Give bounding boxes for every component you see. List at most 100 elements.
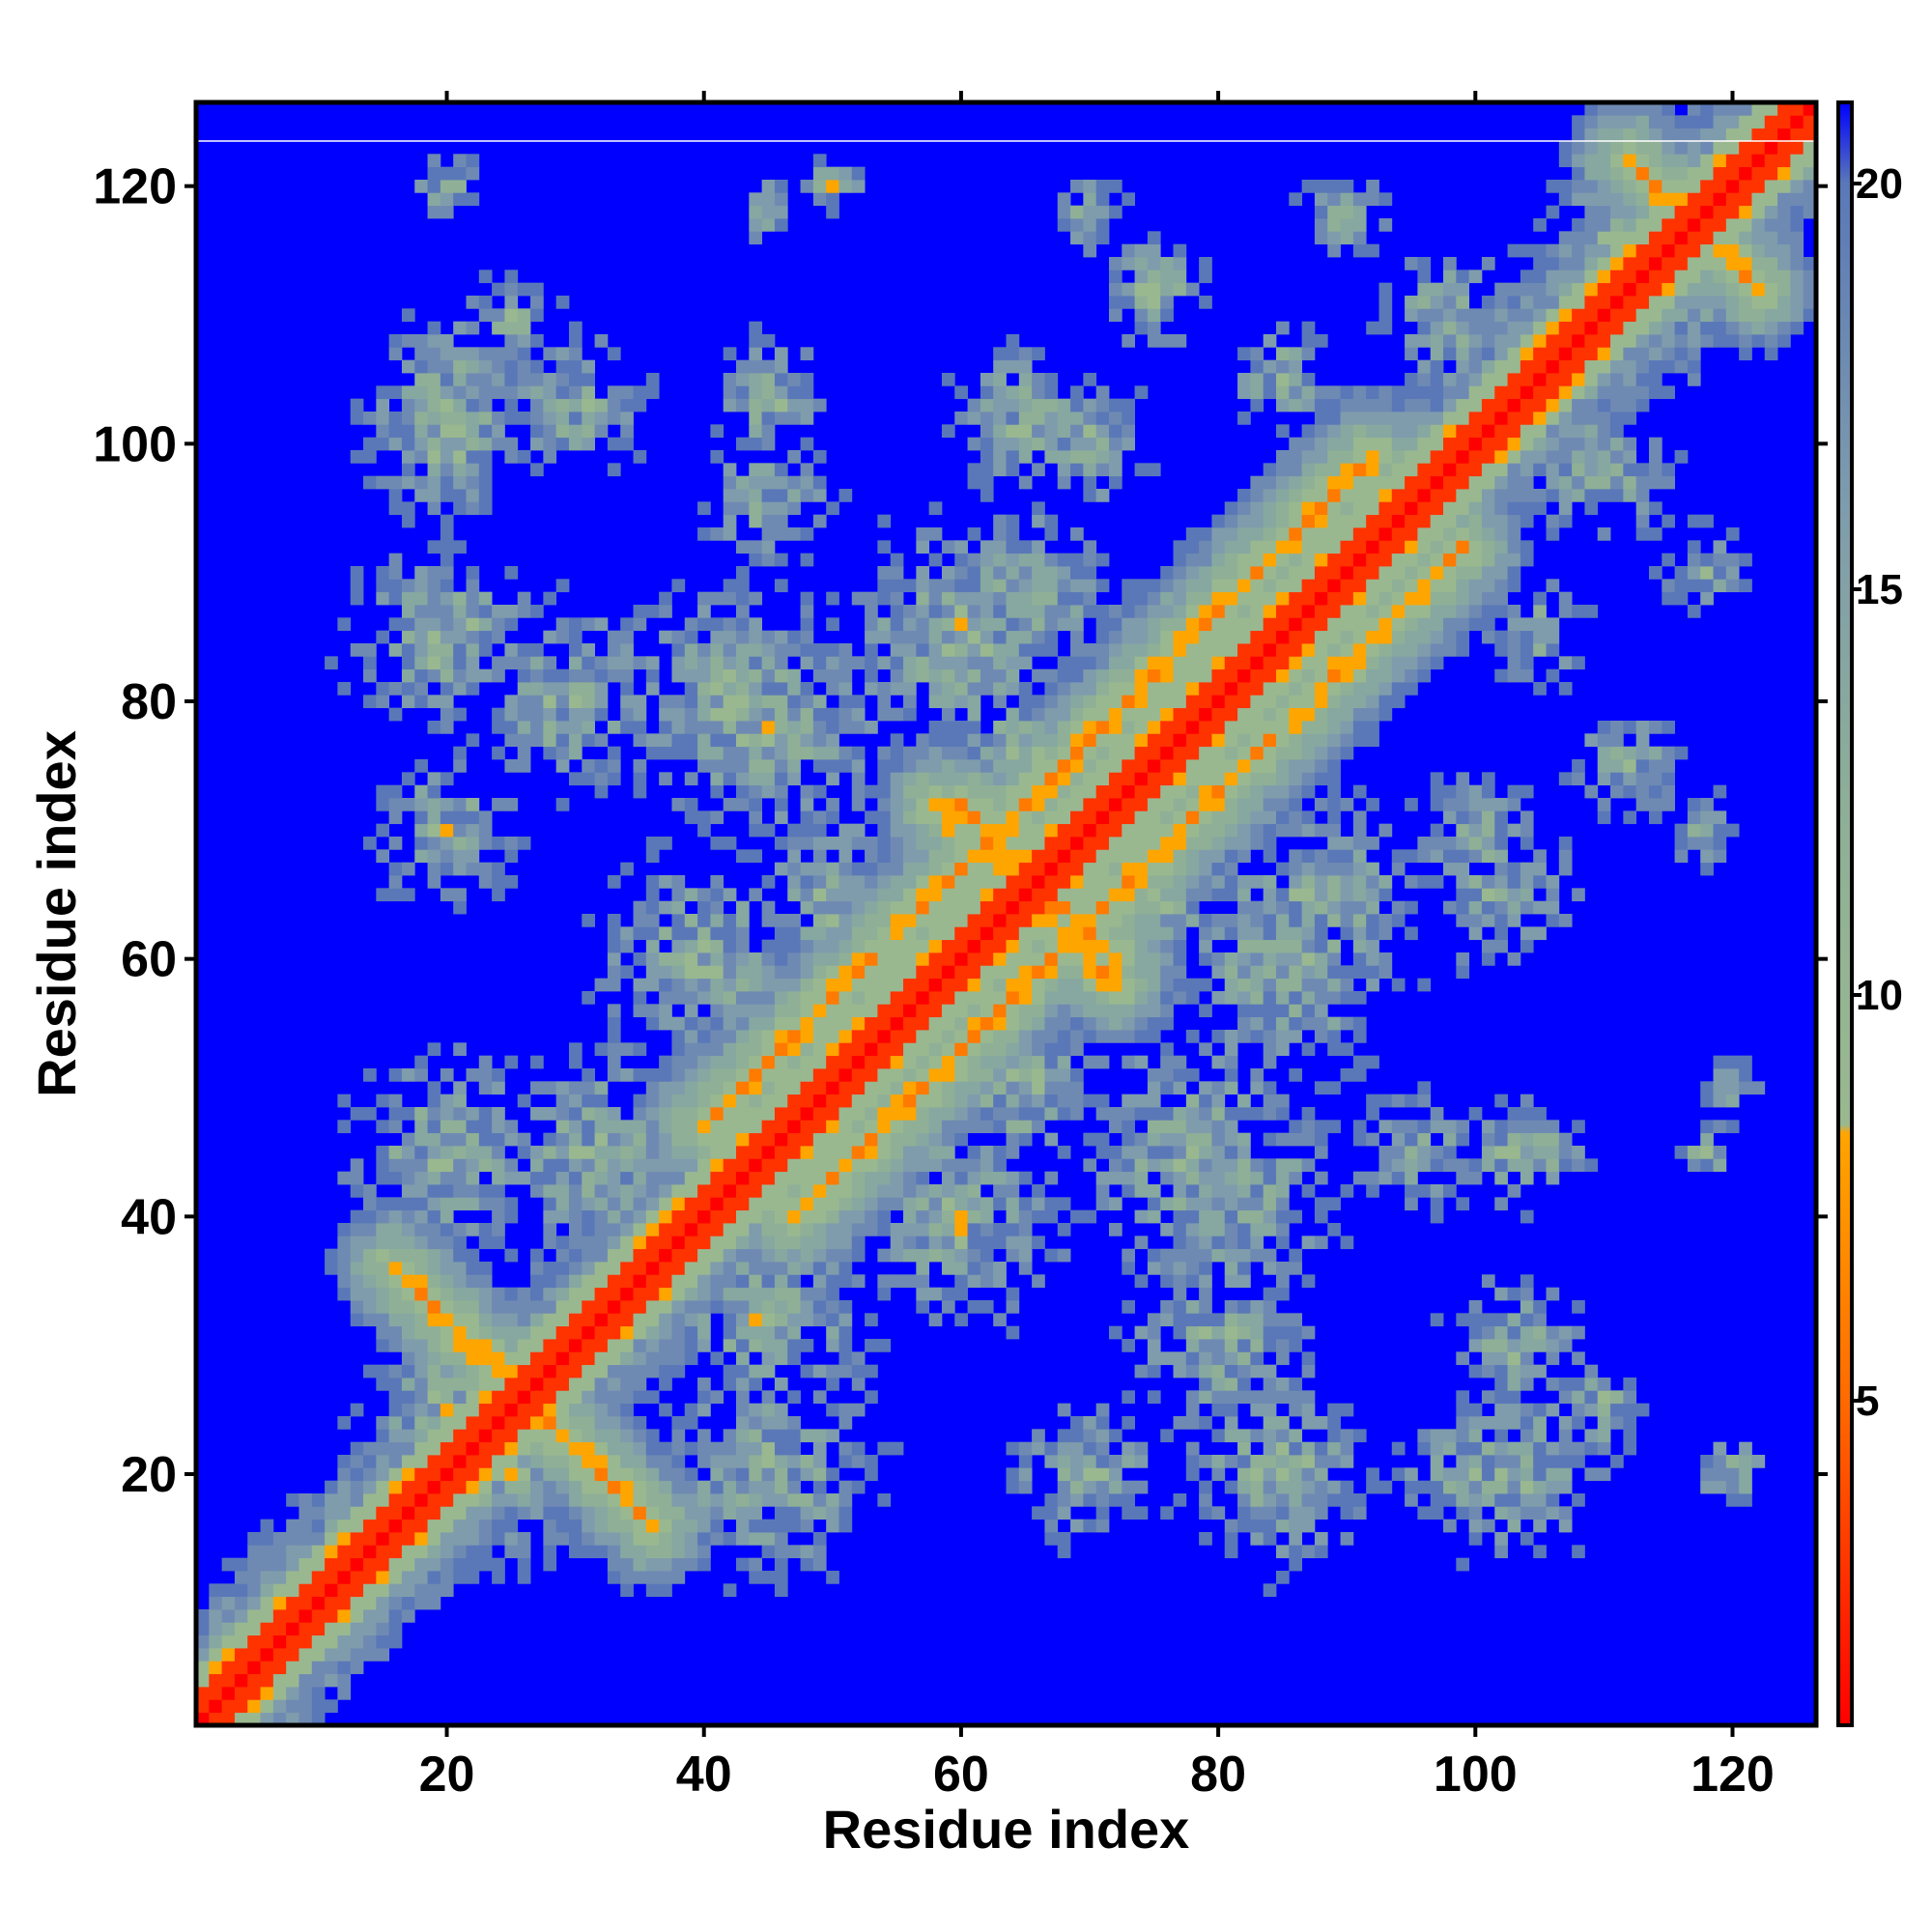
- heatmap-cell: [1057, 1030, 1071, 1043]
- heatmap-cell: [401, 1132, 415, 1147]
- heatmap-cell: [877, 1120, 892, 1134]
- heatmap-cell: [453, 1480, 467, 1494]
- heatmap-cell: [453, 1545, 467, 1559]
- heatmap-cell: [774, 501, 788, 516]
- heatmap-cell: [1147, 656, 1161, 670]
- heatmap-cell: [478, 1262, 493, 1275]
- heatmap-cell: [1173, 914, 1187, 927]
- heatmap-cell: [890, 888, 904, 902]
- heatmap-cell: [1108, 875, 1122, 889]
- heatmap-cell: [1032, 810, 1045, 825]
- heatmap-cell: [517, 1313, 531, 1327]
- heatmap-cell: [954, 914, 968, 927]
- heatmap-cell: [1044, 926, 1059, 941]
- heatmap-cell: [1122, 810, 1135, 825]
- heatmap-cell: [582, 721, 595, 734]
- heatmap-cell: [1276, 1287, 1290, 1301]
- heatmap-cell: [607, 746, 621, 760]
- heatmap-cell: [272, 1596, 287, 1610]
- heatmap-cell: [1289, 1480, 1303, 1494]
- heatmap-cell: [761, 514, 776, 528]
- heatmap-cell: [1134, 900, 1149, 915]
- heatmap-cell: [1122, 1146, 1135, 1159]
- heatmap-cell: [684, 1158, 698, 1173]
- heatmap-cell: [1147, 759, 1161, 773]
- heatmap-cell: [1057, 875, 1071, 889]
- heatmap-cell: [1224, 733, 1238, 748]
- heatmap-cell: [761, 1325, 776, 1340]
- heatmap-cell: [1276, 965, 1290, 980]
- heatmap-cell: [517, 1390, 531, 1405]
- heatmap-cell: [466, 1107, 480, 1121]
- heatmap-cell: [954, 772, 968, 786]
- heatmap-cell: [594, 668, 609, 683]
- heatmap-cell: [1032, 1030, 1045, 1043]
- heatmap-cell: [736, 373, 750, 386]
- heatmap-cell: [594, 707, 609, 722]
- heatmap-cell: [1006, 849, 1020, 864]
- heatmap-cell: [388, 1583, 403, 1598]
- heatmap-cell: [1199, 772, 1212, 786]
- heatmap-cell: [826, 668, 839, 683]
- heatmap-cell: [221, 1699, 236, 1714]
- heatmap-cell: [594, 617, 609, 632]
- heatmap-cell: [633, 1378, 647, 1391]
- heatmap-cell: [1057, 475, 1071, 490]
- heatmap-cell: [1173, 862, 1187, 876]
- heatmap-cell: [787, 772, 801, 786]
- heatmap-cell: [466, 475, 480, 490]
- heatmap-cell: [877, 656, 892, 670]
- heatmap-cell: [1276, 359, 1290, 374]
- heatmap-cell: [568, 1364, 582, 1378]
- heatmap-cell: [812, 1197, 827, 1211]
- heatmap-cell: [761, 952, 776, 966]
- heatmap-cell: [427, 630, 441, 644]
- heatmap-cell: [337, 1557, 352, 1572]
- heatmap-cell: [440, 810, 454, 825]
- heatmap-cell: [684, 1223, 698, 1236]
- heatmap-cell: [388, 1429, 403, 1443]
- heatmap-cell: [1122, 1248, 1135, 1263]
- heatmap-cell: [1057, 1545, 1071, 1559]
- heatmap-cell: [1173, 1287, 1187, 1301]
- heatmap-cell: [1044, 605, 1059, 618]
- heatmap-cell: [736, 849, 750, 864]
- heatmap-cell: [723, 1197, 737, 1211]
- heatmap-cell: [466, 1557, 480, 1572]
- heatmap-cell: [555, 1107, 570, 1121]
- heatmap-cell: [1211, 862, 1226, 876]
- heatmap-cell: [787, 1223, 801, 1236]
- heatmap-cell: [1108, 707, 1122, 722]
- heatmap-cell: [1006, 926, 1020, 941]
- heatmap-cell: [1289, 746, 1303, 760]
- heatmap-cell: [1263, 1519, 1277, 1533]
- heatmap-cell: [645, 1390, 660, 1405]
- heatmap-cell: [993, 566, 1007, 580]
- heatmap-cell: [582, 1378, 595, 1391]
- heatmap-cell: [774, 1120, 788, 1134]
- heatmap-cell: [555, 1441, 570, 1456]
- heatmap-cell: [1224, 695, 1238, 709]
- heatmap-cell: [1083, 540, 1097, 554]
- heatmap-cell: [993, 1094, 1007, 1108]
- heatmap-cell: [453, 643, 467, 657]
- heatmap-cell: [800, 1107, 814, 1121]
- heatmap-cell: [838, 1403, 853, 1417]
- heatmap-cell: [1057, 1441, 1071, 1456]
- heatmap-cell: [954, 810, 968, 825]
- heatmap-cell: [967, 566, 981, 580]
- heatmap-cell: [633, 1262, 647, 1275]
- heatmap-cell: [1006, 1236, 1020, 1250]
- heatmap-cell: [555, 373, 570, 386]
- heatmap-cell: [903, 978, 917, 992]
- heatmap-cell: [1122, 656, 1135, 670]
- heatmap-cell: [543, 1184, 557, 1198]
- heatmap-cell: [941, 1158, 955, 1173]
- heatmap-cell: [916, 1042, 930, 1057]
- heatmap-cell: [492, 412, 505, 425]
- heatmap-cell: [877, 888, 892, 902]
- heatmap-cell: [941, 1248, 955, 1263]
- heatmap-cell: [1289, 707, 1303, 722]
- heatmap-cell: [1083, 784, 1097, 799]
- heatmap-cell: [684, 1209, 698, 1224]
